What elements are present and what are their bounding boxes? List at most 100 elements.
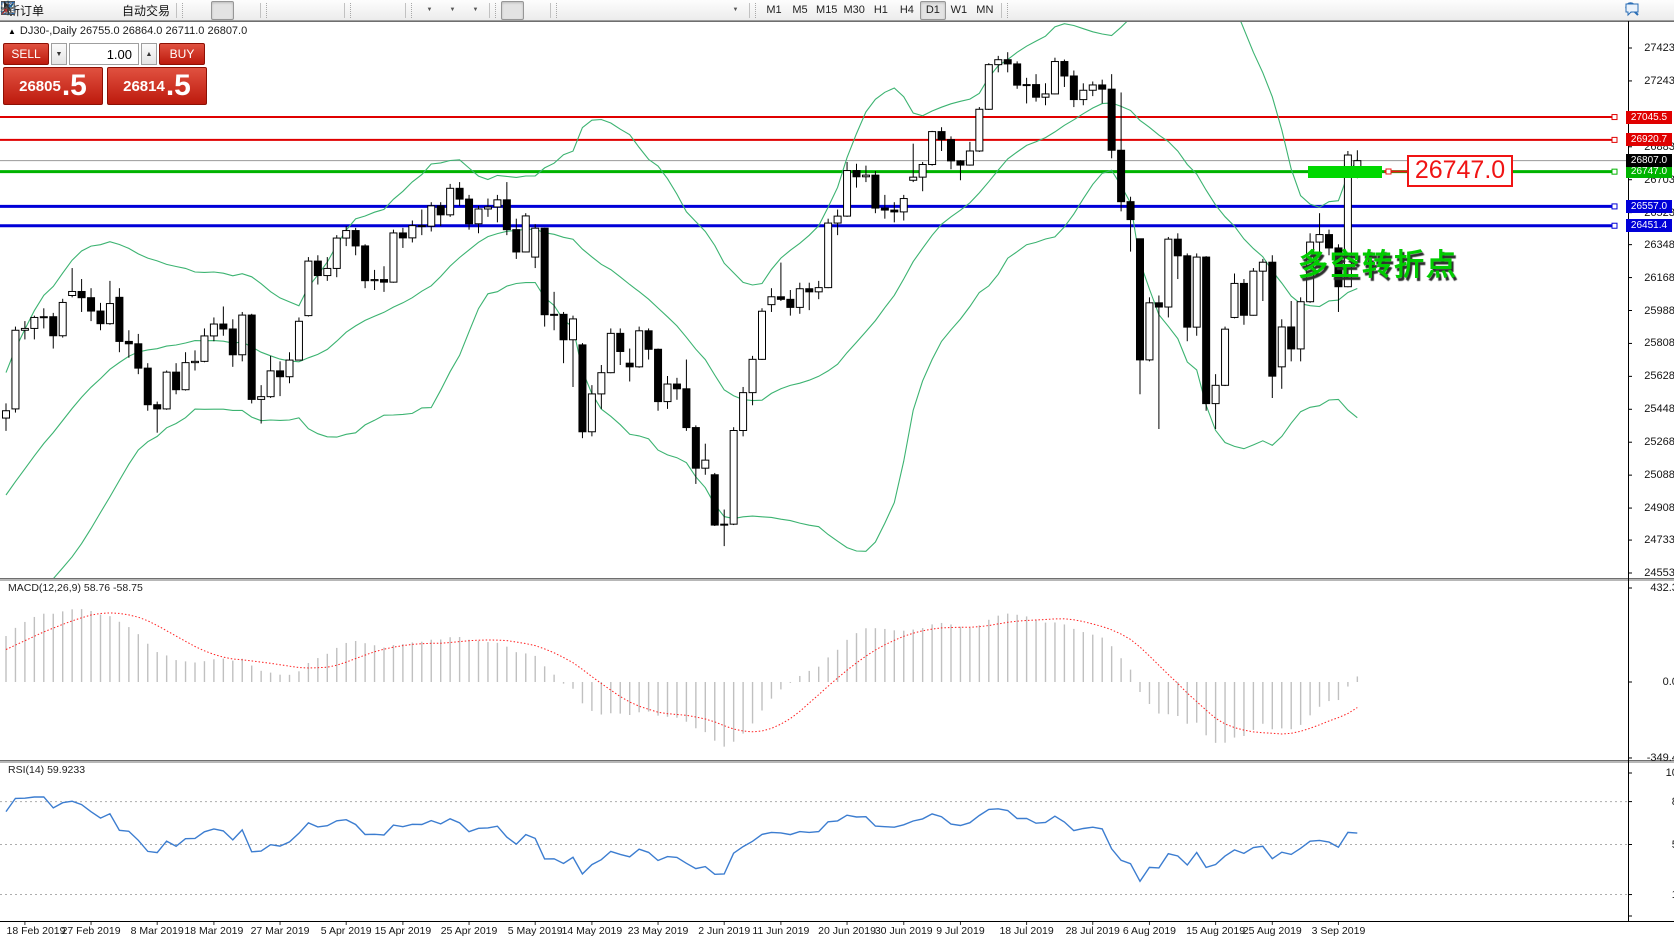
macd-pane[interactable] bbox=[5, 609, 1359, 747]
tf-m1-button[interactable]: M1 bbox=[766, 4, 782, 16]
price-axis-label: 25088.0 bbox=[1644, 469, 1674, 482]
toolbar-separator bbox=[550, 2, 552, 18]
time-axis-label: 30 Jun 2019 bbox=[874, 925, 933, 937]
trendline-button[interactable] bbox=[1, 1, 631, 20]
toolbar-grip bbox=[350, 2, 354, 18]
vertical-line-button[interactable] bbox=[7, 1, 585, 20]
tf-h4-button[interactable]: H4 bbox=[899, 4, 914, 16]
bollinger-upper-band bbox=[5, 22, 1358, 373]
bollinger-lower-band bbox=[53, 169, 1358, 578]
buy-button[interactable]: BUY bbox=[159, 43, 205, 65]
rsi-pane[interactable] bbox=[0, 796, 1628, 896]
market-button[interactable] bbox=[1, 0, 70, 20]
sell-price-button[interactable]: 26805.5 bbox=[3, 67, 103, 105]
zoom-in-button[interactable] bbox=[1, 1, 295, 20]
toolbar-grip bbox=[1006, 2, 1011, 18]
chart-shift-button[interactable] bbox=[3, 1, 402, 20]
macd-axis-label: 432.39 bbox=[1650, 582, 1674, 594]
resistance-line-1-handle[interactable] bbox=[1611, 114, 1618, 121]
tile-windows-button[interactable] bbox=[1, 1, 341, 20]
arrows-button[interactable]: ▼ bbox=[1, 1, 746, 20]
toolbar-grip bbox=[755, 2, 759, 18]
rsi-axis-label: 80 bbox=[1632, 796, 1674, 808]
toolbar-separator bbox=[405, 2, 407, 18]
time-axis-label: 5 Apr 2019 bbox=[320, 925, 372, 937]
resistance-line-1-price-tag: 27045.5 bbox=[1626, 110, 1672, 124]
macd-axis-label: -349.49 bbox=[1646, 751, 1674, 764]
pivot-line-handle[interactable] bbox=[1611, 168, 1618, 175]
svg-text:E: E bbox=[10, 11, 14, 16]
sell-button[interactable]: SELL bbox=[3, 43, 49, 65]
text-button[interactable]: A bbox=[4, 1, 700, 20]
tf-mn-button[interactable]: MN bbox=[976, 4, 994, 16]
support-line-2-handle[interactable] bbox=[1611, 222, 1618, 229]
time-axis-label: 8 Mar 2019 bbox=[130, 925, 184, 937]
main-chart-pane[interactable] bbox=[0, 0, 1628, 617]
line-chart-button[interactable] bbox=[0, 1, 257, 20]
profile-button[interactable] bbox=[2, 1, 93, 20]
indicators-button[interactable]: ▼ bbox=[2, 1, 440, 20]
support-line-1-handle[interactable] bbox=[1611, 203, 1618, 210]
resistance-line-2-price-tag: 26920.7 bbox=[1626, 133, 1672, 147]
volume-up-button[interactable]: ▲ bbox=[141, 43, 157, 65]
volume-down-button[interactable]: ▼ bbox=[51, 43, 67, 65]
periods-button[interactable]: ▼ bbox=[1, 1, 463, 20]
tf-m5-button[interactable]: M5 bbox=[792, 4, 808, 16]
support-line-2-price-tag: 26451.4 bbox=[1626, 219, 1672, 233]
tf-h1-button[interactable]: H1 bbox=[873, 4, 888, 16]
rsi-axis-label: 100 bbox=[1665, 767, 1674, 779]
price-axis-label: 27243.0 bbox=[1644, 74, 1674, 87]
macd-signal-line bbox=[5, 612, 1358, 735]
time-axis-label: 25 Apr 2019 bbox=[440, 925, 498, 937]
buy-price-button[interactable]: 26814.5 bbox=[107, 67, 207, 105]
templates-button[interactable]: ▼ bbox=[1, 1, 486, 20]
candlestick-button[interactable] bbox=[2, 0, 235, 20]
tf-m15-button[interactable]: M15 bbox=[816, 4, 838, 16]
callout-anchor-handle[interactable] bbox=[1385, 168, 1392, 175]
tf-w1-button[interactable]: W1 bbox=[950, 4, 968, 16]
time-axis-label: 5 May 2019 bbox=[507, 925, 563, 937]
support-line-1-price-tag: 26557.0 bbox=[1626, 199, 1672, 213]
macd-indicator-label: MACD(12,26,9) 58.76 -58.75 bbox=[8, 582, 143, 594]
price-axis-label: 25268.0 bbox=[1644, 436, 1674, 449]
bollinger-middle-band bbox=[5, 102, 1358, 496]
horizontal-line-button[interactable] bbox=[2, 1, 608, 20]
rsi-axis-label: 15 bbox=[1632, 889, 1674, 901]
toolbar: 新订单 自动交易 ▼ ▼ ▼ E F A T ▼ M1 M5 M15 M30 H1 H4 D1 W1 MN bbox=[0, 0, 1674, 21]
cursor-button[interactable] bbox=[4, 0, 525, 20]
time-axis-label: 28 Jul 2019 bbox=[1065, 925, 1120, 937]
price-axis-label: 25808.0 bbox=[1644, 337, 1674, 350]
highlight-bar[interactable] bbox=[1308, 166, 1382, 178]
bar-chart-button[interactable] bbox=[3, 1, 211, 20]
macd-histogram bbox=[5, 609, 1359, 747]
channel-button[interactable]: E bbox=[0, 1, 654, 20]
collapse-arrow-icon[interactable]: ▲ bbox=[8, 27, 16, 36]
zoom-out-button[interactable] bbox=[1, 1, 318, 20]
signal-button[interactable] bbox=[0, 0, 116, 20]
price-axis-label: 25448.0 bbox=[1644, 403, 1674, 416]
svg-text:T: T bbox=[6, 4, 12, 14]
crosshair-button[interactable] bbox=[1, 1, 547, 20]
price-callout-box[interactable]: 26747.0 bbox=[1407, 155, 1513, 187]
tf-d1-button[interactable]: D1 bbox=[919, 0, 946, 20]
volume-input[interactable]: 1.00 bbox=[69, 43, 139, 65]
buy-price-main: 26814 bbox=[123, 77, 165, 95]
fibonacci-button[interactable]: F bbox=[2, 1, 677, 20]
label-button[interactable]: T bbox=[1, 1, 723, 20]
time-axis-label: 11 Jun 2019 bbox=[752, 925, 810, 937]
autotrading-button[interactable]: 自动交易 bbox=[2, 1, 173, 20]
auto-scroll-button[interactable] bbox=[3, 1, 379, 20]
price-axis-label: 26168.0 bbox=[1644, 271, 1674, 284]
tf-m30-button[interactable]: M30 bbox=[843, 4, 865, 16]
macd-axis-label: 0.00 bbox=[1662, 676, 1674, 688]
chat-button[interactable] bbox=[1625, 1, 1670, 20]
resistance-line-2-handle[interactable] bbox=[1611, 136, 1618, 143]
price-axis-label: 25628.0 bbox=[1644, 370, 1674, 383]
turning-point-annotation[interactable]: 多空转折点 bbox=[1298, 249, 1458, 282]
toolbar-separator bbox=[260, 2, 262, 18]
rsi-axis-label: 0 bbox=[1632, 910, 1674, 922]
time-axis-label: 15 Aug 2019 bbox=[1186, 925, 1246, 937]
toolbar-grip bbox=[182, 2, 186, 18]
sell-price-fraction: .5 bbox=[61, 69, 87, 102]
